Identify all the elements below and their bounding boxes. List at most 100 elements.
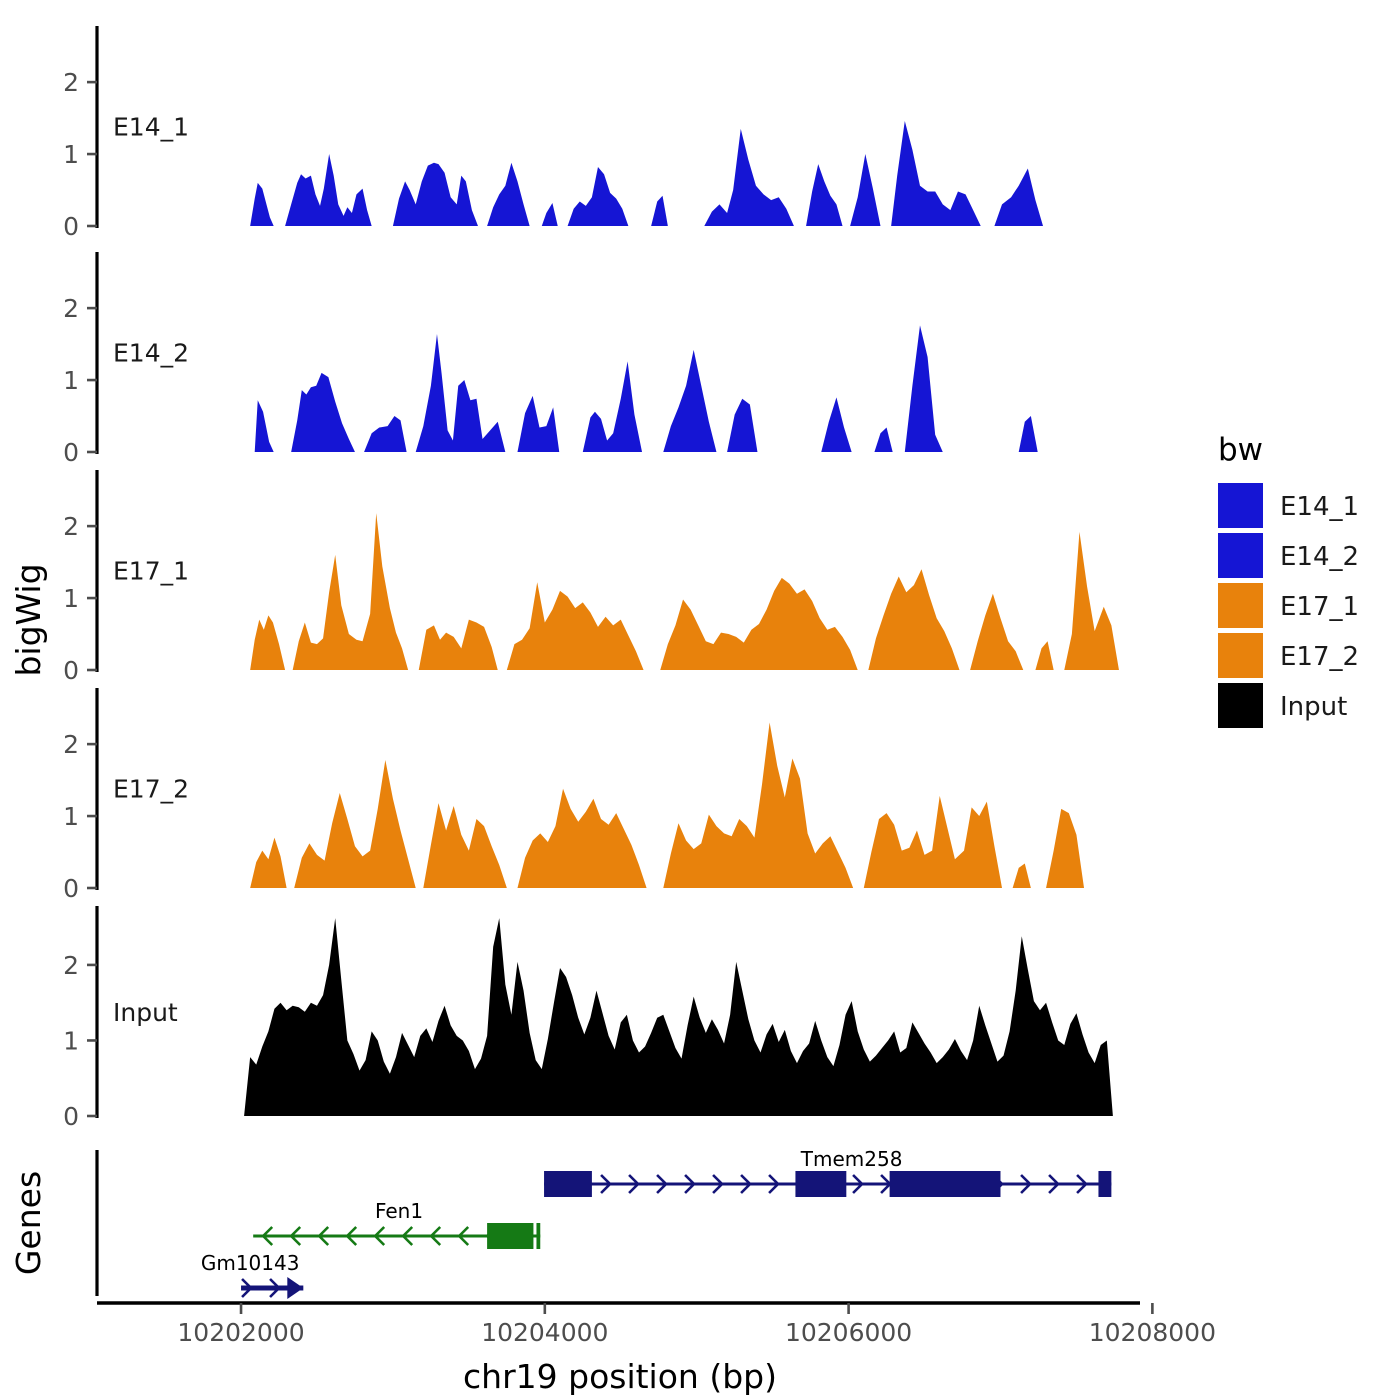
gene-strand-arrow	[345, 1226, 358, 1246]
coverage-area	[392, 162, 478, 226]
gene-strand-arrow	[261, 1226, 274, 1246]
x-axis: 10202000 10204000 10206000 10208000 chr19 po…	[97, 1301, 1216, 1396]
gene-strand-arrow	[740, 1174, 752, 1194]
y-tick-label: 1	[63, 1026, 79, 1055]
genes-panel: Genes Tmem258 Fen1 Gm10143	[9, 1147, 1112, 1299]
gene-label: Tmem258	[800, 1147, 903, 1171]
track-label-e17_1: E17_1	[113, 557, 189, 586]
y-tick-label: 2	[63, 68, 79, 97]
coverage-area	[806, 164, 843, 226]
coverage-area	[294, 759, 416, 888]
gene-strand-arrow	[401, 1226, 414, 1246]
gene-strand-arrow	[289, 1226, 302, 1246]
gene-strand-arrow	[852, 1174, 864, 1194]
coverage-area	[874, 427, 893, 452]
legend-item-e14_1[interactable]: E14_1	[1218, 483, 1359, 528]
gene-gm10143[interactable]: Gm10143	[201, 1251, 304, 1299]
coverage-area	[1012, 863, 1031, 888]
coverage-area	[541, 202, 558, 226]
y-tick-label: 2	[63, 512, 79, 541]
track-e17_1: 0 1 2 E17_1	[63, 470, 1119, 685]
track-input: 0 1 2 Input	[63, 906, 1113, 1131]
coverage-area	[868, 569, 960, 670]
gene-exon	[795, 1171, 847, 1197]
coverage-area	[850, 154, 881, 226]
gene-label: Fen1	[375, 1199, 423, 1223]
coverage-area	[244, 918, 1113, 1116]
legend-item-input[interactable]: Input	[1218, 683, 1347, 728]
legend-label: E17_2	[1280, 642, 1359, 672]
coverage-area	[1046, 808, 1085, 888]
y-tick-label: 2	[63, 951, 79, 980]
coverage-area	[364, 416, 407, 452]
gene-strand-arrow	[628, 1174, 640, 1194]
coverage-area	[891, 120, 981, 226]
gene-strand-arrow	[684, 1174, 696, 1194]
coverage-area	[285, 154, 372, 226]
legend-swatch	[1218, 483, 1263, 528]
legend-swatch	[1218, 683, 1263, 728]
coverage-area	[291, 372, 355, 452]
legend-title: bw	[1218, 432, 1263, 468]
coverage-area	[254, 400, 274, 452]
gene-strand-arrow	[241, 1278, 253, 1298]
gene-exon	[536, 1223, 541, 1249]
gene-tmem258[interactable]: Tmem258	[544, 1147, 1112, 1197]
track-e14_1: 0 1 2 E14_1	[63, 26, 1044, 241]
legend-item-e17_1[interactable]: E17_1	[1218, 583, 1359, 628]
coverage-area	[663, 722, 854, 888]
gene-label: Gm10143	[201, 1251, 300, 1275]
track-e14_2: 0 1 2 E14_2	[63, 252, 1038, 467]
gene-arrow-head	[287, 1277, 304, 1299]
track-label-input: Input	[113, 998, 178, 1027]
legend-label: E14_2	[1280, 542, 1359, 572]
y-tick-label: 2	[63, 294, 79, 323]
y-tick-label: 1	[63, 802, 79, 831]
gene-strand-arrow	[656, 1174, 668, 1194]
gene-exon	[889, 1171, 1001, 1197]
coverage-area	[651, 195, 668, 226]
legend-item-e14_2[interactable]: E14_2	[1218, 533, 1359, 578]
x-tick-label: 10204000	[481, 1318, 608, 1347]
x-axis-title: chr19 position (bp)	[463, 1357, 777, 1396]
gene-fen1[interactable]: Fen1	[253, 1199, 541, 1249]
coverage-area	[567, 167, 629, 226]
legend: bw E14_1 E14_2 E17_1 E17_2 Input	[1218, 432, 1359, 728]
x-tick-label: 10206000	[785, 1318, 912, 1347]
gene-strand-arrow	[373, 1226, 386, 1246]
coverage-area	[517, 788, 647, 888]
coverage-area	[250, 182, 274, 226]
coverage-area	[250, 837, 287, 888]
gene-strand-arrow	[317, 1226, 330, 1246]
coverage-area	[994, 168, 1044, 226]
track-label-e17_2: E17_2	[113, 775, 189, 804]
gene-exon	[1098, 1171, 1112, 1197]
coverage-area	[863, 795, 1003, 888]
coverage-area	[415, 334, 506, 452]
coverage-area	[663, 349, 717, 452]
y-tick-label: 1	[63, 366, 79, 395]
genes-axis-title: Genes	[9, 1171, 48, 1275]
coverage-area	[704, 128, 794, 226]
x-tick-label: 10208000	[1089, 1318, 1216, 1347]
coverage-area	[727, 398, 758, 452]
gene-strand-arrow	[1076, 1174, 1088, 1194]
coverage-area	[418, 619, 498, 670]
gene-strand-arrow	[712, 1174, 724, 1194]
y-tick-label: 0	[63, 656, 79, 685]
coverage-area	[250, 615, 286, 670]
track-label-e14_2: E14_2	[113, 339, 189, 368]
legend-item-e17_2[interactable]: E17_2	[1218, 633, 1359, 678]
gene-exon	[544, 1171, 592, 1197]
coverage-area	[1018, 416, 1038, 452]
coverage-area	[517, 395, 560, 452]
coverage-area	[821, 397, 852, 452]
y-tick-label: 1	[63, 584, 79, 613]
gene-strand-arrow	[269, 1278, 281, 1298]
track-label-e14_1: E14_1	[113, 113, 189, 142]
coverage-area	[1035, 641, 1054, 670]
gene-exon	[487, 1223, 534, 1249]
gene-strand-arrow	[457, 1226, 470, 1246]
